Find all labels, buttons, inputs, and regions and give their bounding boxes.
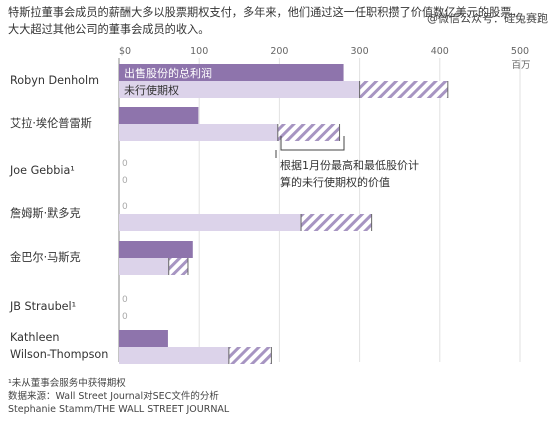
gridlines [118, 58, 521, 362]
bar-realized-profit [119, 330, 168, 347]
x-tick-label: $0 [119, 46, 131, 57]
legend-label-unexercised: 未行使期权 [124, 84, 179, 97]
x-tick-label: 400 [431, 46, 449, 57]
bar-unexercised-range [277, 124, 340, 141]
zero-value-label: 0 [122, 159, 128, 169]
category-label: Wilson-Thompson [10, 348, 108, 361]
bar-unexercised-range [228, 347, 272, 364]
bar-realized-profit [119, 107, 199, 124]
bar-unexercised-options [119, 81, 360, 98]
annotation: 根据1月份最高和最低股价计 算的未行使期权的价值 [275, 136, 419, 189]
legend-label-realized: 出售股份的总利润 [124, 66, 212, 80]
bar-realized-profit [119, 64, 344, 81]
bar-realized-profit [119, 241, 193, 258]
category-label: 詹姆斯·默多克 [10, 206, 81, 220]
bar-unexercised-range [168, 258, 188, 275]
bar-unexercised-options [119, 214, 302, 231]
bar-unexercised-range [359, 81, 448, 98]
watermark: @微信公众号：硅兔赛跑 [427, 11, 548, 25]
category-label: Kathleen [10, 331, 59, 344]
zero-value-label: 0 [122, 295, 128, 305]
zero-value-label: 0 [122, 202, 128, 212]
x-tick-label: 300 [351, 46, 369, 57]
footnote-3: Stephanie Stamm/THE WALL STREET JOURNAL [8, 404, 230, 415]
category-label: 金巴尔·马斯克 [10, 250, 81, 264]
category-label: 艾拉·埃伦普雷斯 [10, 116, 92, 130]
annotation-line-1: 根据1月份最高和最低股价计 [280, 158, 419, 172]
annotation-bracket [280, 136, 345, 151]
bar-unexercised-range [301, 214, 372, 231]
x-unit-label: 百万 [511, 60, 530, 71]
bar-unexercised-options [119, 258, 169, 275]
zero-value-label: 0 [122, 176, 128, 186]
bar-unexercised-options [119, 347, 229, 364]
x-tick-label: 100 [190, 46, 208, 57]
annotation-line-2: 算的未行使期权的价值 [280, 175, 390, 189]
x-tick-label: 200 [270, 46, 288, 57]
zero-value-label: 0 [122, 312, 128, 322]
footnote-1: ¹未从董事会服务中获得期权 [8, 377, 126, 389]
x-axis: $0 100 200 300 400 500 百万 [119, 46, 531, 71]
category-label: JB Straubel¹ [9, 300, 76, 313]
bar-unexercised-options [119, 124, 278, 141]
x-tick-label: 500 [511, 46, 529, 57]
category-labels: Robyn Denholm 艾拉·埃伦普雷斯 Joe Gebbia¹ 詹姆斯·默多克金… [9, 74, 108, 361]
category-label: Joe Gebbia¹ [9, 164, 75, 177]
chart-title-line-2: 大大超过其他公司的董事会成员的收入。 [8, 22, 209, 36]
chart-title-line-1: 特斯拉董事会成员的薪酬大多以股票期权支付，多年来，他们通过这一任职积攒了价值数亿… [8, 5, 523, 19]
category-label: Robyn Denholm [10, 74, 99, 87]
footnote-2: 数据来源：Wall Street Journal对SEC文件的分析 [8, 390, 219, 402]
